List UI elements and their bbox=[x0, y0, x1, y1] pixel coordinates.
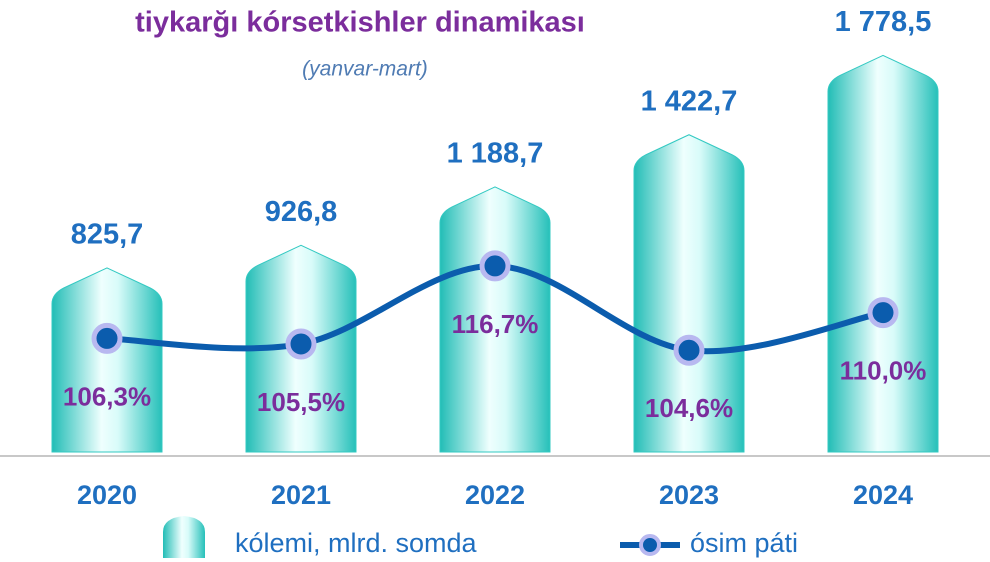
value-label: 1 188,7 bbox=[447, 138, 544, 170]
line-marker bbox=[673, 334, 705, 366]
x-tick-label: 2024 bbox=[853, 480, 913, 510]
legend-bar-icon bbox=[163, 516, 205, 558]
bar bbox=[439, 186, 551, 453]
line-marker bbox=[867, 297, 899, 329]
x-tick-label: 2023 bbox=[659, 480, 719, 510]
value-label: 1 778,5 bbox=[835, 6, 932, 38]
chart-title: tiykarğı kórsetkishler dinamikası bbox=[135, 7, 585, 39]
legend-label: kólemi, mlrd. somda bbox=[235, 528, 478, 558]
x-tick-label: 2020 bbox=[77, 480, 137, 510]
x-tick-label: 2021 bbox=[271, 480, 331, 510]
value-label: 110,0% bbox=[840, 356, 927, 386]
value-label: 825,7 bbox=[71, 219, 144, 251]
value-label: 106,3% bbox=[63, 381, 151, 411]
value-label: 104,6% bbox=[645, 393, 733, 423]
value-label: 105,5% bbox=[257, 387, 345, 417]
x-tick-label: 2022 bbox=[465, 480, 525, 510]
value-label: 116,7% bbox=[452, 309, 539, 339]
value-label: 926,8 bbox=[265, 196, 338, 228]
bar bbox=[633, 134, 745, 453]
legend-label: ósim páti bbox=[690, 528, 798, 558]
line-marker bbox=[285, 328, 317, 360]
chart-subtitle: (yanvar-mart) bbox=[302, 58, 428, 81]
line-marker bbox=[479, 250, 511, 282]
line-marker bbox=[91, 322, 123, 354]
value-label: 1 422,7 bbox=[641, 85, 738, 117]
bar bbox=[827, 54, 939, 453]
legend-marker bbox=[639, 534, 661, 556]
bar bbox=[51, 267, 163, 453]
